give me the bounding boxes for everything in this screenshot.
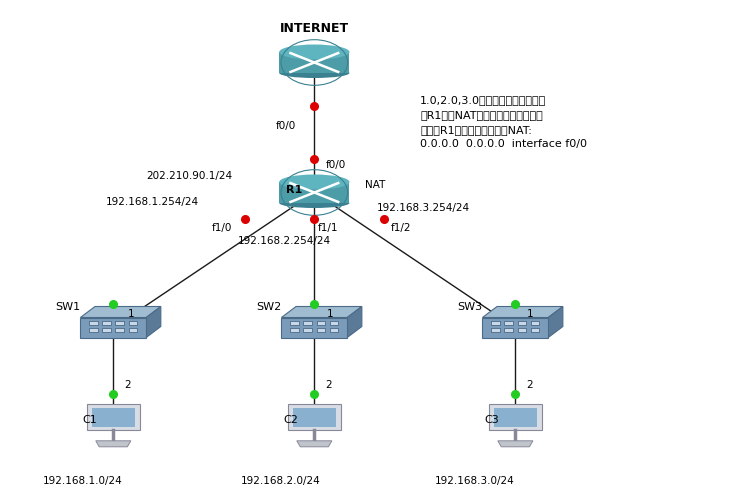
Polygon shape [92, 408, 135, 427]
Polygon shape [115, 328, 124, 332]
Text: SW2: SW2 [257, 302, 281, 312]
Text: 192.168.1.254/24: 192.168.1.254/24 [106, 197, 199, 207]
Polygon shape [129, 328, 137, 332]
Text: 2: 2 [325, 380, 332, 390]
Polygon shape [146, 306, 161, 338]
Text: NAT: NAT [366, 180, 386, 190]
Polygon shape [504, 321, 513, 325]
Polygon shape [80, 318, 146, 338]
Text: 192.168.2.254/24: 192.168.2.254/24 [238, 236, 330, 246]
Polygon shape [518, 328, 526, 332]
Polygon shape [129, 321, 137, 325]
Polygon shape [290, 321, 299, 325]
Polygon shape [548, 306, 563, 338]
Polygon shape [293, 408, 336, 427]
Text: f0/0: f0/0 [325, 160, 346, 170]
Text: 2: 2 [526, 380, 533, 390]
Polygon shape [96, 441, 131, 447]
Text: 202.210.90.1/24: 202.210.90.1/24 [146, 172, 232, 181]
Ellipse shape [279, 174, 349, 190]
Polygon shape [279, 52, 349, 73]
Text: SW3: SW3 [458, 302, 482, 312]
Ellipse shape [279, 68, 349, 78]
Polygon shape [482, 318, 548, 338]
Polygon shape [87, 404, 140, 430]
Polygon shape [303, 328, 312, 332]
Polygon shape [89, 321, 98, 325]
Polygon shape [482, 306, 563, 318]
Polygon shape [489, 404, 542, 430]
Polygon shape [317, 321, 325, 325]
Polygon shape [330, 328, 338, 332]
Polygon shape [281, 306, 362, 318]
Text: 1: 1 [128, 309, 135, 319]
Text: 1: 1 [526, 309, 533, 319]
Polygon shape [491, 321, 500, 325]
Text: 1.0,2.0,3.0直连路由器，所以互通
在R1上做NAT，这样可以访问互联网
注意在R1上配置默认路由到NAT:
0.0.0.0  0.0.0.0  int: 1.0,2.0,3.0直连路由器，所以互通 在R1上做NAT，这样可以访问互联网… [420, 95, 587, 150]
Text: 192.168.3.0/24: 192.168.3.0/24 [435, 476, 515, 486]
Text: R1: R1 [286, 185, 302, 195]
Polygon shape [281, 318, 347, 338]
Text: SW1: SW1 [56, 302, 80, 312]
Polygon shape [303, 321, 312, 325]
Polygon shape [102, 328, 111, 332]
Text: f1/1: f1/1 [318, 222, 338, 232]
Polygon shape [531, 321, 539, 325]
Text: C2: C2 [284, 415, 298, 425]
Text: 192.168.2.0/24: 192.168.2.0/24 [241, 476, 321, 486]
Text: C1: C1 [83, 415, 97, 425]
Text: 192.168.1.0/24: 192.168.1.0/24 [42, 476, 122, 486]
Polygon shape [518, 321, 526, 325]
Polygon shape [297, 441, 332, 447]
Polygon shape [290, 328, 299, 332]
Ellipse shape [279, 198, 349, 208]
Text: 2: 2 [124, 380, 131, 390]
Polygon shape [80, 306, 161, 318]
Polygon shape [531, 328, 539, 332]
Polygon shape [504, 328, 513, 332]
Text: f0/0: f0/0 [276, 121, 296, 131]
Polygon shape [279, 182, 349, 203]
Polygon shape [115, 321, 124, 325]
Polygon shape [498, 441, 533, 447]
Polygon shape [317, 328, 325, 332]
Polygon shape [491, 328, 500, 332]
Text: C3: C3 [485, 415, 499, 425]
Polygon shape [288, 404, 341, 430]
Text: 1: 1 [327, 309, 333, 319]
Text: 192.168.3.254/24: 192.168.3.254/24 [376, 204, 469, 214]
Polygon shape [89, 328, 98, 332]
Polygon shape [102, 321, 111, 325]
Polygon shape [330, 321, 338, 325]
Polygon shape [347, 306, 362, 338]
Text: INTERNET: INTERNET [280, 22, 349, 35]
Polygon shape [494, 408, 537, 427]
Ellipse shape [279, 44, 349, 60]
Text: f1/0: f1/0 [212, 222, 232, 232]
Text: f1/2: f1/2 [391, 222, 412, 232]
